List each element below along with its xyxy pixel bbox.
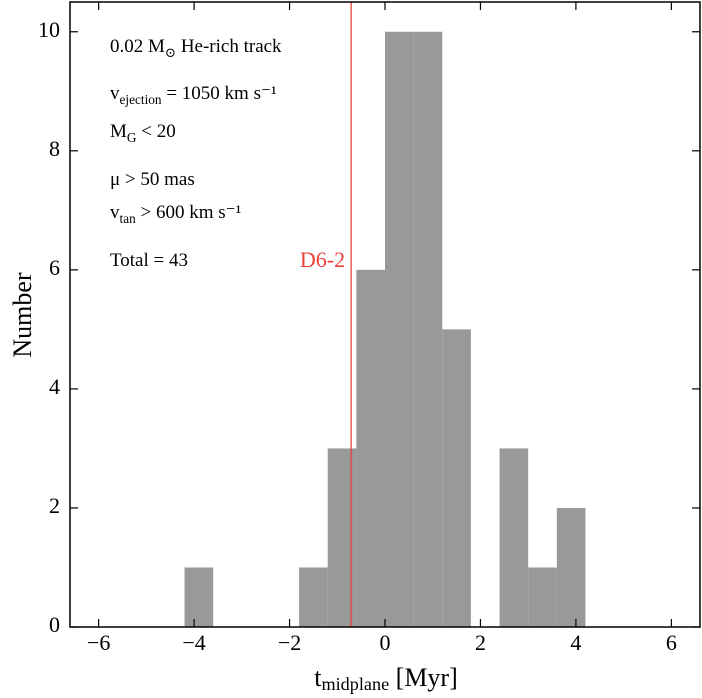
y-tick-label: 0: [49, 612, 60, 637]
bar: [556, 507, 586, 627]
y-tick-label: 8: [49, 136, 60, 161]
bar: [528, 567, 557, 627]
y-tick-label: 4: [49, 374, 60, 399]
bar: [442, 329, 471, 627]
annotation-main: Total = 43: [110, 250, 188, 271]
x-tick-label: −2: [278, 630, 301, 655]
y-tick-label: 6: [49, 255, 60, 280]
bar: [184, 567, 214, 627]
annotation-sub: tan: [120, 211, 137, 226]
bar: [299, 567, 328, 627]
bar: [499, 448, 529, 627]
reference-label: D6-2: [300, 247, 345, 272]
x-axis-label-main: t: [314, 663, 322, 692]
x-tick-label: 4: [570, 630, 581, 655]
annotation-main: M: [110, 121, 127, 142]
annotation: MG < 20: [110, 121, 176, 145]
y-axis-label: Number: [8, 272, 37, 358]
annotation: Total = 43: [110, 250, 188, 271]
annotation-rest: < 20: [137, 121, 176, 142]
bar: [356, 269, 385, 627]
annotation-rest: > 600 km s⁻¹: [136, 202, 242, 223]
x-tick-label: −6: [87, 630, 110, 655]
annotation-main: 0.02 M: [110, 36, 165, 57]
annotation: vejection = 1050 km s⁻¹: [110, 83, 277, 107]
y-tick-label: 10: [38, 17, 60, 42]
annotation-rest: He-rich track: [176, 36, 282, 57]
x-axis-label: tmidplane [Myr]: [314, 663, 458, 694]
annotation-main: μ > 50 mas: [110, 169, 195, 190]
annotation-main: v: [110, 202, 120, 223]
x-tick-label: 6: [666, 630, 677, 655]
x-axis-label-rest: [Myr]: [389, 663, 458, 692]
annotation-main: v: [110, 83, 120, 104]
x-tick-label: 0: [380, 630, 391, 655]
annotation-sub: G: [127, 130, 137, 145]
annotation: vtan > 600 km s⁻¹: [110, 202, 242, 226]
x-tick-label: −4: [182, 630, 205, 655]
bar: [413, 31, 443, 628]
annotation-sub: ejection: [120, 92, 162, 107]
annotation-sub: ⊙: [165, 45, 176, 60]
y-tick-label: 2: [49, 493, 60, 518]
annotation: μ > 50 mas: [110, 169, 195, 190]
annotation-rest: = 1050 km s⁻¹: [162, 83, 277, 104]
bar: [385, 31, 414, 628]
annotation: 0.02 M⊙ He-rich track: [110, 36, 282, 60]
x-tick-label: 2: [475, 630, 486, 655]
x-axis-label-sub: midplane: [321, 674, 389, 694]
bar: [327, 448, 357, 627]
